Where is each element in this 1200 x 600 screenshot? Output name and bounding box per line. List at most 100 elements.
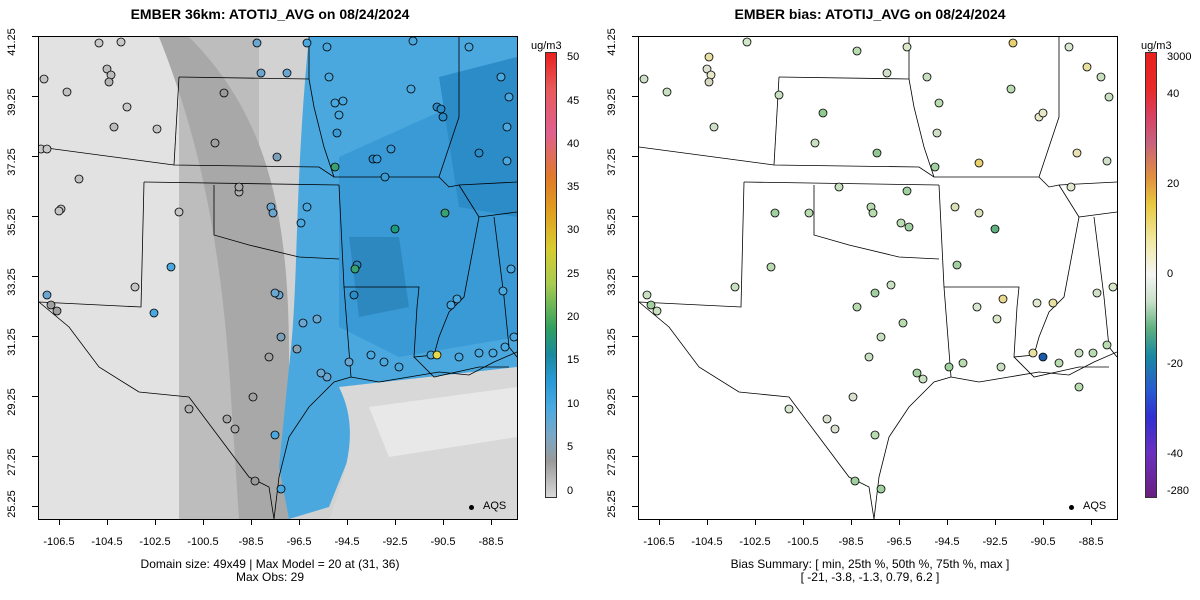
x-tick-label: -92.5 (382, 536, 408, 548)
y-tick-label: 25.25 (6, 490, 18, 518)
x-tick-label: -100.5 (787, 536, 819, 548)
y-tickmark (632, 156, 638, 157)
y-tick-label: 31.25 (6, 328, 18, 356)
aqs-legend-marker (469, 505, 474, 510)
x-tickmark (59, 519, 60, 525)
colorbar-label: 15 (567, 354, 580, 366)
x-tickmark (803, 519, 804, 525)
y-tick-label: 33.25 (6, 268, 18, 296)
y-tick-label: 39.25 (6, 88, 18, 116)
colorbar-label: -40 (1167, 448, 1183, 460)
colorbar-unit: ug/m3 (1141, 40, 1172, 52)
y-tickmark (32, 36, 38, 37)
y-tick-label: 41.25 (606, 28, 618, 56)
colorbar-label: 45 (567, 95, 580, 107)
y-tick-label: 41.25 (6, 28, 18, 56)
y-tickmark (32, 156, 38, 157)
colorbar-label: 0 (1167, 268, 1174, 280)
x-tickmark (107, 519, 108, 525)
x-tick-label: -94.5 (334, 536, 360, 548)
bias-map (638, 36, 1118, 520)
y-tick-label: 35.25 (606, 208, 618, 236)
bias-summary-line2: [ -21, -3.8, -1.3, 0.79, 6.2 ] (800, 570, 940, 584)
y-tick-label: 27.25 (606, 448, 618, 476)
x-tick-label: -92.5 (982, 536, 1008, 548)
y-tick-label: 27.25 (6, 448, 18, 476)
y-tickmark (32, 96, 38, 97)
aqs-legend-label: AQS (483, 500, 507, 512)
x-tick-label: -90.5 (430, 536, 456, 548)
y-tickmark (632, 276, 638, 277)
colorbar-label: -20 (1167, 358, 1183, 370)
y-tick-label: 31.25 (606, 328, 618, 356)
x-tick-label: -88.5 (478, 536, 504, 548)
colorbar-label: -280 (1167, 485, 1190, 497)
model-summary-line2: Max Obs: 29 (235, 570, 305, 584)
x-tickmark (947, 519, 948, 525)
y-tickmark (632, 456, 638, 457)
x-tickmark (1043, 519, 1044, 525)
x-tickmark (155, 519, 156, 525)
x-tickmark (347, 519, 348, 525)
colorbar-label: 40 (1167, 88, 1180, 100)
y-tick-label: 29.25 (6, 388, 18, 416)
colorbar-label: 20 (567, 311, 580, 323)
x-tickmark (851, 519, 852, 525)
x-tickmark (251, 519, 252, 525)
y-tick-label: 37.25 (6, 148, 18, 176)
y-tickmark (32, 276, 38, 277)
model-colorbar (545, 52, 557, 498)
y-tickmark (632, 336, 638, 337)
x-tick-label: -96.5 (286, 536, 312, 548)
y-tickmark (632, 36, 638, 37)
colorbar-label: 0 (567, 485, 574, 497)
y-tickmark (632, 506, 638, 507)
model-map-panel: EMBER 36km: ATOTIJ_AVG on 08/24/2024 (0, 6, 580, 584)
y-tick-label: 37.25 (606, 148, 618, 176)
x-tick-label: -106.5 (43, 536, 75, 548)
x-tickmark (203, 519, 204, 525)
x-tickmark (659, 519, 660, 525)
x-tickmark (443, 519, 444, 525)
colorbar-unit: ug/m3 (531, 40, 562, 52)
y-tickmark (32, 336, 38, 337)
bias-map-panel: EMBER bias: ATOTIJ_AVG on 08/24/2024 (600, 0, 1200, 600)
y-tickmark (32, 396, 38, 397)
x-tick-label: -96.5 (886, 536, 912, 548)
model-map-svg (39, 37, 517, 519)
x-tick-label: -104.5 (91, 536, 123, 548)
y-tick-label: 39.25 (606, 88, 618, 116)
y-tickmark (632, 96, 638, 97)
x-tickmark (995, 519, 996, 525)
x-tickmark (755, 519, 756, 525)
colorbar-label: 50 (567, 51, 580, 63)
model-summary-line1: Domain size: 49x49 | Max Model = 20 at (… (140, 557, 400, 571)
bias-map-svg (639, 37, 1117, 519)
y-tick-label: 33.25 (606, 268, 618, 296)
x-tick-label: -104.5 (691, 536, 723, 548)
bias-map-title: EMBER bias: ATOTIJ_AVG on 08/24/2024 (734, 6, 1006, 22)
bias-points (639, 37, 1117, 494)
x-tick-label: -100.5 (187, 536, 219, 548)
colorbar-label: 10 (567, 398, 580, 410)
x-tick-label: -98.5 (838, 536, 864, 548)
x-tick-label: -88.5 (1078, 536, 1104, 548)
x-tickmark (491, 519, 492, 525)
model-concentration-map (38, 36, 518, 520)
x-tick-label: -98.5 (238, 536, 264, 548)
colorbar-label: 25 (567, 268, 580, 280)
colorbar-label: 35 (567, 181, 580, 193)
y-tickmark (632, 396, 638, 397)
bias-summary: Bias Summary: [ min, 25th %, 50th %, 75t… (600, 558, 1140, 584)
aqs-legend-label: AQS (1083, 500, 1107, 512)
model-summary: Domain size: 49x49 | Max Model = 20 at (… (0, 558, 540, 584)
y-tickmark (632, 216, 638, 217)
colorbar-label: 40 (567, 138, 580, 150)
aqs-legend-marker (1069, 505, 1074, 510)
x-tickmark (707, 519, 708, 525)
colorbar-label: 5 (567, 441, 574, 453)
obs-points (39, 37, 517, 494)
x-tick-label: -102.5 (739, 536, 771, 548)
x-tick-label: -106.5 (643, 536, 675, 548)
x-tick-label: -94.5 (934, 536, 960, 548)
